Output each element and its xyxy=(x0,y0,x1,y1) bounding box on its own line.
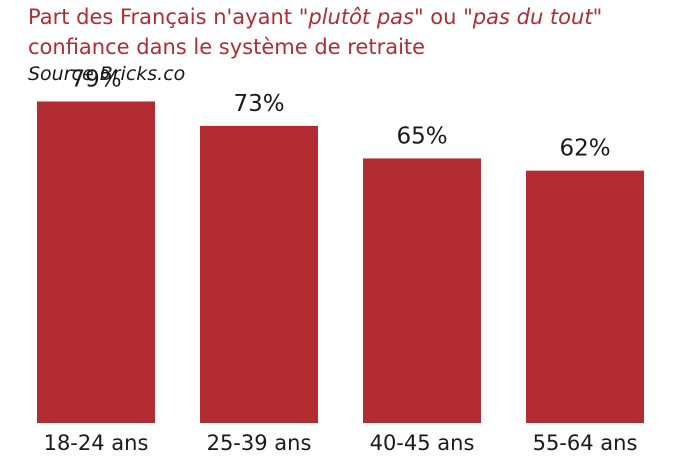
bar-40-45 ans xyxy=(363,158,481,423)
bar-18-24 ans xyxy=(37,101,155,423)
chart-source: Source Bricks.co xyxy=(28,63,186,85)
data-label-18-24 ans: 79% xyxy=(70,66,121,92)
data-label-55-64 ans: 62% xyxy=(559,136,610,162)
data-label-40-45 ans: 65% xyxy=(396,123,447,149)
category-label-18-24 ans: 18-24 ans xyxy=(44,431,149,455)
category-label-40-45 ans: 40-45 ans xyxy=(370,431,475,455)
category-label-25-39 ans: 25-39 ans xyxy=(207,431,312,455)
chart-title: Part des Français n'ayant "plutôt pas" o… xyxy=(28,2,668,62)
data-label-25-39 ans: 73% xyxy=(233,91,284,117)
bar-55-64 ans xyxy=(526,170,644,423)
title-text-1: Part des Français n'ayant " xyxy=(28,5,309,29)
title-text-3: " confiance dans le système de retraite xyxy=(28,5,603,59)
title-italic-1: plutôt pas xyxy=(308,5,414,29)
category-label-55-64 ans: 55-64 ans xyxy=(533,431,638,455)
title-italic-2: pas du tout xyxy=(472,5,593,29)
bar-25-39 ans xyxy=(200,125,318,423)
title-text-2: " ou " xyxy=(413,5,473,29)
